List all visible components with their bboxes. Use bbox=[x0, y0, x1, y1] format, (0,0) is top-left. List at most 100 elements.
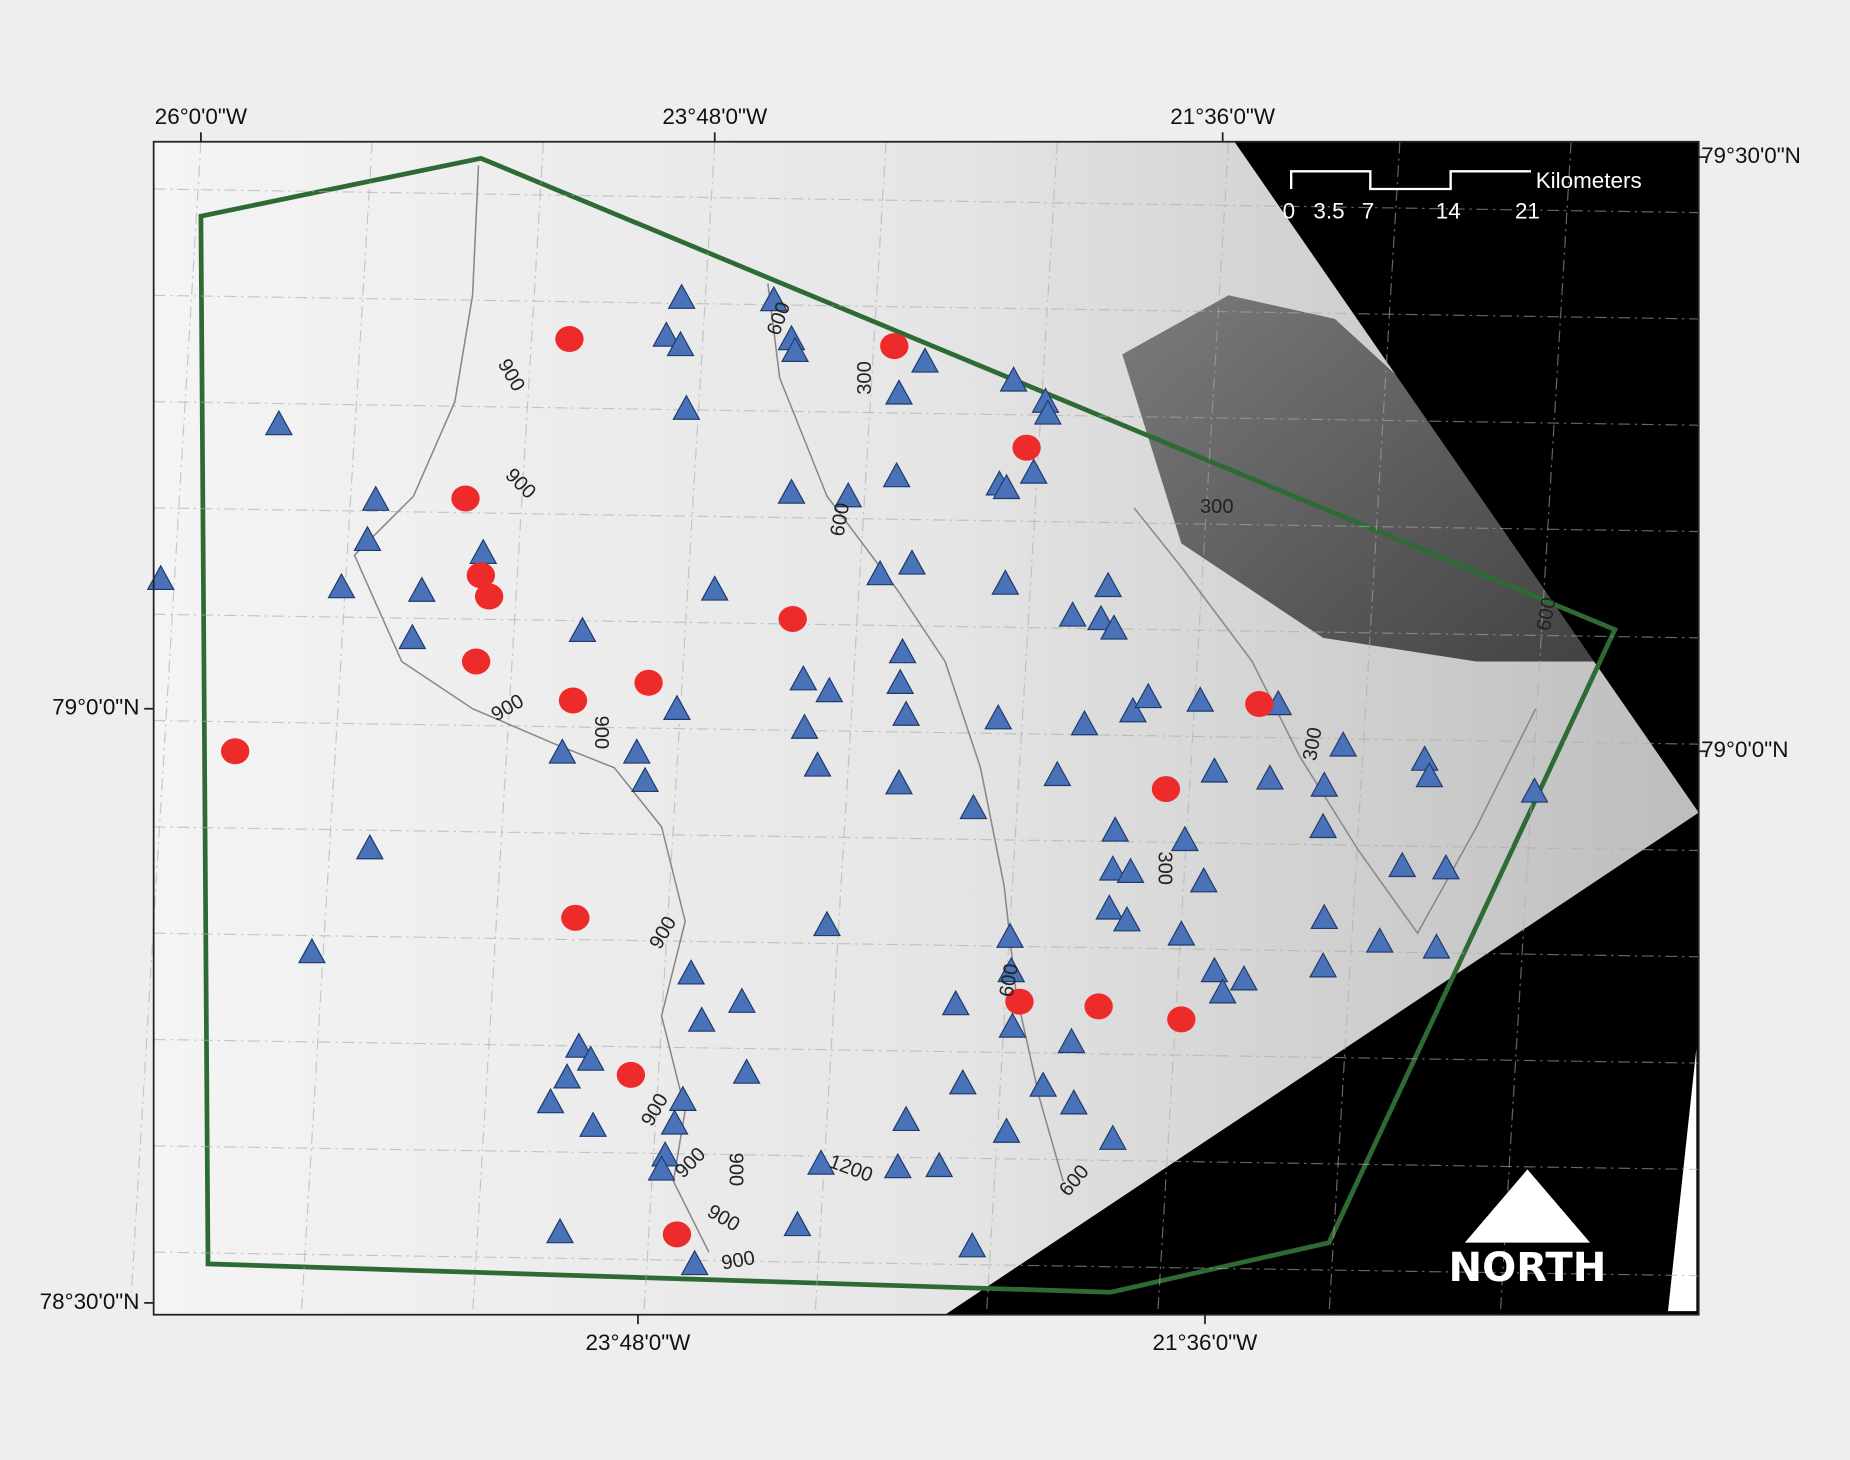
site-triangle bbox=[353, 525, 382, 552]
site-triangle bbox=[327, 572, 356, 599]
site-triangle bbox=[790, 713, 819, 739]
contour-label: 900 bbox=[590, 716, 612, 750]
site-triangle bbox=[1094, 571, 1123, 598]
contour-label: 300 bbox=[1200, 496, 1234, 518]
site-triangle bbox=[1058, 601, 1087, 627]
site-triangle bbox=[668, 1085, 697, 1111]
site-triangle bbox=[1087, 604, 1115, 631]
site-circle bbox=[662, 1221, 692, 1248]
graticule-line bbox=[1499, 141, 1572, 1315]
site-triangle bbox=[1520, 777, 1549, 803]
coordinate-label: 79°0'0"N bbox=[52, 695, 139, 720]
site-circle bbox=[880, 333, 909, 360]
site-triangle bbox=[781, 336, 810, 363]
site-triangle bbox=[1329, 731, 1358, 757]
site-triangle bbox=[885, 768, 914, 795]
site-triangle bbox=[680, 1249, 709, 1276]
site-triangle bbox=[1134, 682, 1163, 709]
graticule-line bbox=[153, 1251, 1699, 1277]
graticule-line bbox=[153, 1145, 1699, 1171]
site-triangle bbox=[732, 1058, 761, 1084]
site-triangle bbox=[997, 956, 1026, 983]
site-triangle bbox=[1057, 1027, 1086, 1054]
site-triangle bbox=[1029, 1071, 1058, 1097]
site-triangle bbox=[1255, 764, 1284, 790]
site-triangle bbox=[398, 623, 427, 650]
site-triangle bbox=[361, 485, 390, 511]
site-triangle bbox=[660, 1109, 689, 1135]
scale-bar bbox=[1290, 170, 1531, 191]
graticule-line bbox=[153, 932, 1699, 958]
graticule-line bbox=[1157, 141, 1230, 1315]
site-circle bbox=[1151, 776, 1181, 803]
scale-label: 3.5 bbox=[1313, 199, 1344, 224]
site-triangle bbox=[355, 833, 384, 860]
site-triangle bbox=[1118, 696, 1147, 723]
scale-label: 0 bbox=[1283, 199, 1295, 224]
graticule-line bbox=[153, 719, 1699, 745]
site-triangle bbox=[1112, 905, 1141, 932]
site-triangle bbox=[652, 321, 681, 347]
graticule-line bbox=[985, 141, 1058, 1315]
site-triangle bbox=[264, 409, 293, 436]
site-triangle bbox=[999, 366, 1028, 392]
graticule-line bbox=[153, 1038, 1699, 1064]
site-triangle bbox=[297, 937, 326, 964]
site-triangle bbox=[1410, 745, 1439, 771]
coordinate-label: 23°48'0"W bbox=[662, 104, 768, 129]
site-triangle bbox=[1365, 927, 1394, 953]
site-triangle bbox=[1100, 614, 1128, 640]
site-circle bbox=[555, 326, 584, 353]
site-triangle bbox=[564, 1032, 593, 1058]
site-triangle bbox=[925, 1151, 954, 1178]
site-circle bbox=[634, 669, 663, 696]
coordinate-label: 21°36'0"W bbox=[1170, 104, 1276, 129]
site-triangle bbox=[553, 1063, 582, 1089]
site-triangle bbox=[1186, 686, 1215, 712]
graticule-line bbox=[814, 141, 887, 1315]
site-triangle bbox=[1189, 866, 1218, 893]
site-triangle bbox=[948, 1068, 977, 1095]
site-triangle bbox=[666, 330, 695, 357]
site-triangle bbox=[892, 1105, 921, 1132]
graticule-line bbox=[153, 294, 1699, 320]
site-triangle bbox=[803, 751, 832, 777]
site-triangle bbox=[996, 922, 1025, 948]
contour-line bbox=[353, 165, 710, 1253]
site-triangle bbox=[807, 1149, 836, 1175]
site-triangle bbox=[1098, 1124, 1127, 1150]
site-triangle bbox=[647, 1155, 676, 1181]
site-triangle bbox=[1033, 399, 1062, 425]
site-triangle bbox=[789, 664, 818, 691]
site-triangle bbox=[1208, 978, 1237, 1004]
contour-label: 300 bbox=[1153, 851, 1175, 885]
site-triangle bbox=[700, 575, 729, 601]
graticule-line bbox=[300, 141, 373, 1315]
site-triangle bbox=[1310, 771, 1339, 797]
site-triangle bbox=[1388, 851, 1417, 878]
contour-line bbox=[1133, 507, 1537, 935]
site-triangle bbox=[631, 766, 660, 793]
site-triangle bbox=[941, 989, 970, 1016]
graticule-line bbox=[153, 826, 1699, 852]
site-triangle bbox=[622, 738, 651, 764]
coordinate-label: 79°30'0"N bbox=[1701, 143, 1801, 168]
site-triangle bbox=[546, 1217, 574, 1244]
site-triangle bbox=[677, 959, 706, 985]
site-triangle bbox=[886, 668, 915, 694]
scale-label: 14 bbox=[1436, 199, 1461, 224]
site-triangle bbox=[998, 1012, 1027, 1038]
map-frame bbox=[152, 140, 1700, 1316]
site-triangle bbox=[1229, 965, 1258, 991]
site-triangle bbox=[984, 703, 1013, 730]
site-triangle bbox=[1101, 816, 1130, 842]
site-triangle bbox=[1431, 853, 1460, 880]
site-triangle bbox=[568, 616, 597, 642]
site-triangle bbox=[1043, 760, 1072, 787]
site-triangle bbox=[1309, 812, 1338, 839]
site-circle bbox=[220, 738, 250, 765]
north-arrow bbox=[1464, 1169, 1591, 1243]
site-circle bbox=[558, 687, 588, 714]
site-circle bbox=[1167, 1006, 1196, 1033]
